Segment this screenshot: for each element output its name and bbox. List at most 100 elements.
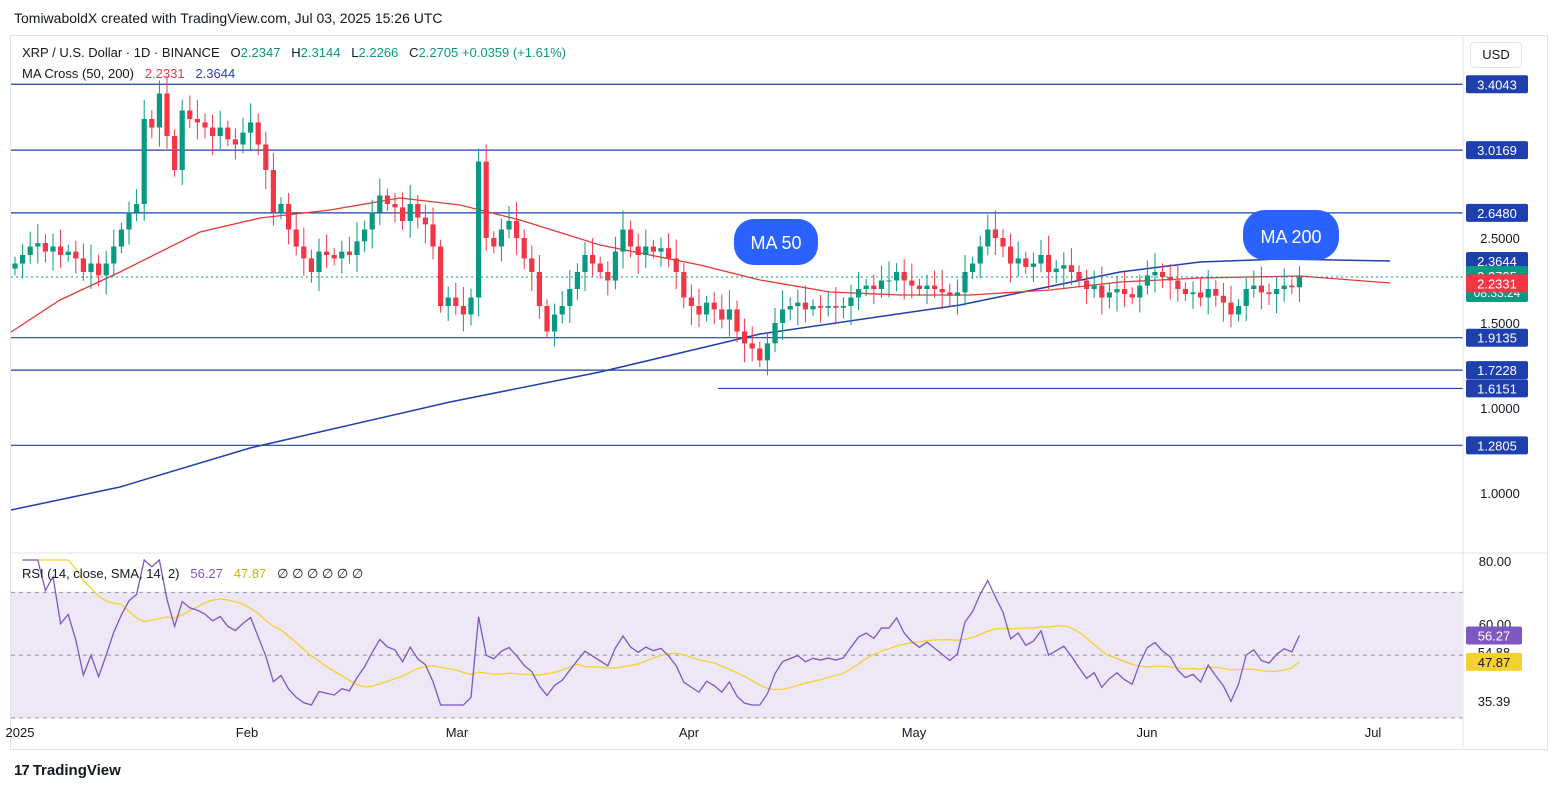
candle-body	[643, 246, 649, 255]
candle-body	[825, 306, 831, 308]
rsi-ma-badge	[1466, 652, 1522, 671]
candle-body	[445, 297, 451, 306]
ma50-badge-text: 2.2331	[1477, 276, 1517, 291]
candle-body	[1296, 277, 1302, 288]
rsi-ma-badge-text: 47.87	[1478, 655, 1511, 670]
candle-body	[331, 255, 337, 259]
candle-body	[818, 306, 824, 308]
candle-body	[20, 255, 26, 264]
open-value: 2.2347	[240, 45, 281, 60]
candle-body	[126, 212, 132, 230]
candle-body	[1023, 258, 1029, 267]
candle-body	[111, 246, 117, 264]
candle-body	[605, 272, 611, 281]
candle-body	[871, 285, 877, 289]
level-badge	[1466, 203, 1528, 222]
candle-body	[96, 263, 102, 276]
candle-body	[582, 255, 588, 272]
ma50-value: 2.2331	[144, 66, 185, 81]
candle-body	[217, 127, 223, 136]
candle-body	[1091, 285, 1097, 289]
candle-body	[1144, 275, 1150, 286]
candle-body	[1106, 292, 1112, 298]
level-badge-text: 1.7228	[1477, 363, 1517, 378]
candle-body	[400, 207, 406, 221]
candle-body	[924, 285, 930, 289]
candle-body	[1198, 292, 1204, 298]
candle-body	[1000, 238, 1006, 247]
candle-body	[308, 258, 314, 272]
candle-body	[164, 93, 170, 136]
candle-body	[704, 302, 710, 315]
candle-body	[916, 285, 922, 289]
candle-body	[202, 122, 208, 128]
candle-body	[210, 127, 216, 136]
candle-body	[544, 306, 550, 332]
level-badge-text: 2.6480	[1477, 206, 1517, 221]
candle-body	[597, 263, 603, 272]
currency-button[interactable]: USD	[1470, 42, 1522, 68]
candle-body	[1076, 272, 1082, 281]
candle-body	[810, 306, 816, 310]
candle-body	[407, 204, 413, 221]
level-badge	[1466, 75, 1528, 94]
candle-body	[1008, 246, 1014, 264]
candle-body	[590, 255, 596, 264]
candle-body	[141, 119, 147, 204]
tradingview-logo: 17	[14, 762, 30, 779]
ma-name[interactable]: MA Cross (50, 200)	[22, 66, 134, 81]
time-tick-label: Feb	[236, 725, 258, 740]
time-tick-label: Jun	[1137, 725, 1158, 740]
candle-body	[1068, 265, 1074, 272]
candle-body	[574, 272, 580, 289]
time-tick-label: May	[902, 725, 927, 740]
candle-body	[757, 348, 763, 361]
candle-body	[970, 263, 976, 272]
high-value: 2.3144	[300, 45, 341, 60]
candle-body	[1266, 292, 1272, 295]
candle-body	[149, 119, 155, 128]
symbol-label[interactable]: XRP / U.S. Dollar · 1D · BINANCE	[22, 45, 220, 60]
price-tick-label: 2.5000	[1480, 231, 1520, 246]
candle-body	[324, 251, 330, 255]
time-tick-label: Jul	[1365, 725, 1382, 740]
footer-brand[interactable]: 17 TradingView	[14, 762, 121, 779]
candle-body	[1114, 289, 1120, 293]
ma200-callout	[1243, 210, 1339, 260]
candle-body	[894, 272, 900, 281]
candle-body	[278, 204, 284, 213]
candle-body	[248, 122, 254, 133]
rsi-sma-line	[22, 559, 1300, 691]
candle-body	[1061, 265, 1067, 269]
candle-body	[362, 229, 368, 242]
candle-body	[483, 161, 489, 238]
candle-body	[764, 343, 770, 361]
candle-body	[536, 272, 542, 306]
open-label: O	[230, 45, 241, 60]
candle-body	[263, 144, 269, 170]
ma200-value: 2.3644	[195, 66, 236, 81]
time-tick-label: Mar	[446, 725, 469, 740]
candle-body	[711, 302, 717, 310]
candle-body	[840, 306, 846, 308]
candle-body	[103, 263, 109, 276]
rsi-value: 56.27	[190, 566, 223, 581]
candle-body	[612, 251, 618, 281]
candle-body	[346, 251, 352, 255]
rsi-name[interactable]: RSI (14, close, SMA, 14, 2)	[22, 566, 180, 581]
candle-body	[795, 302, 801, 306]
candle-body	[438, 246, 444, 306]
candle-body	[1030, 263, 1036, 267]
candle-body	[301, 246, 307, 259]
candle-body	[559, 306, 565, 315]
candle-body	[749, 343, 755, 349]
candle-body	[1182, 289, 1188, 295]
candle-body	[172, 136, 178, 170]
candle-body	[681, 272, 687, 298]
level-badge	[1466, 379, 1528, 398]
candle-body	[498, 229, 504, 247]
candle-body	[42, 243, 48, 252]
candle-body	[80, 258, 86, 272]
candle-body	[992, 229, 998, 238]
